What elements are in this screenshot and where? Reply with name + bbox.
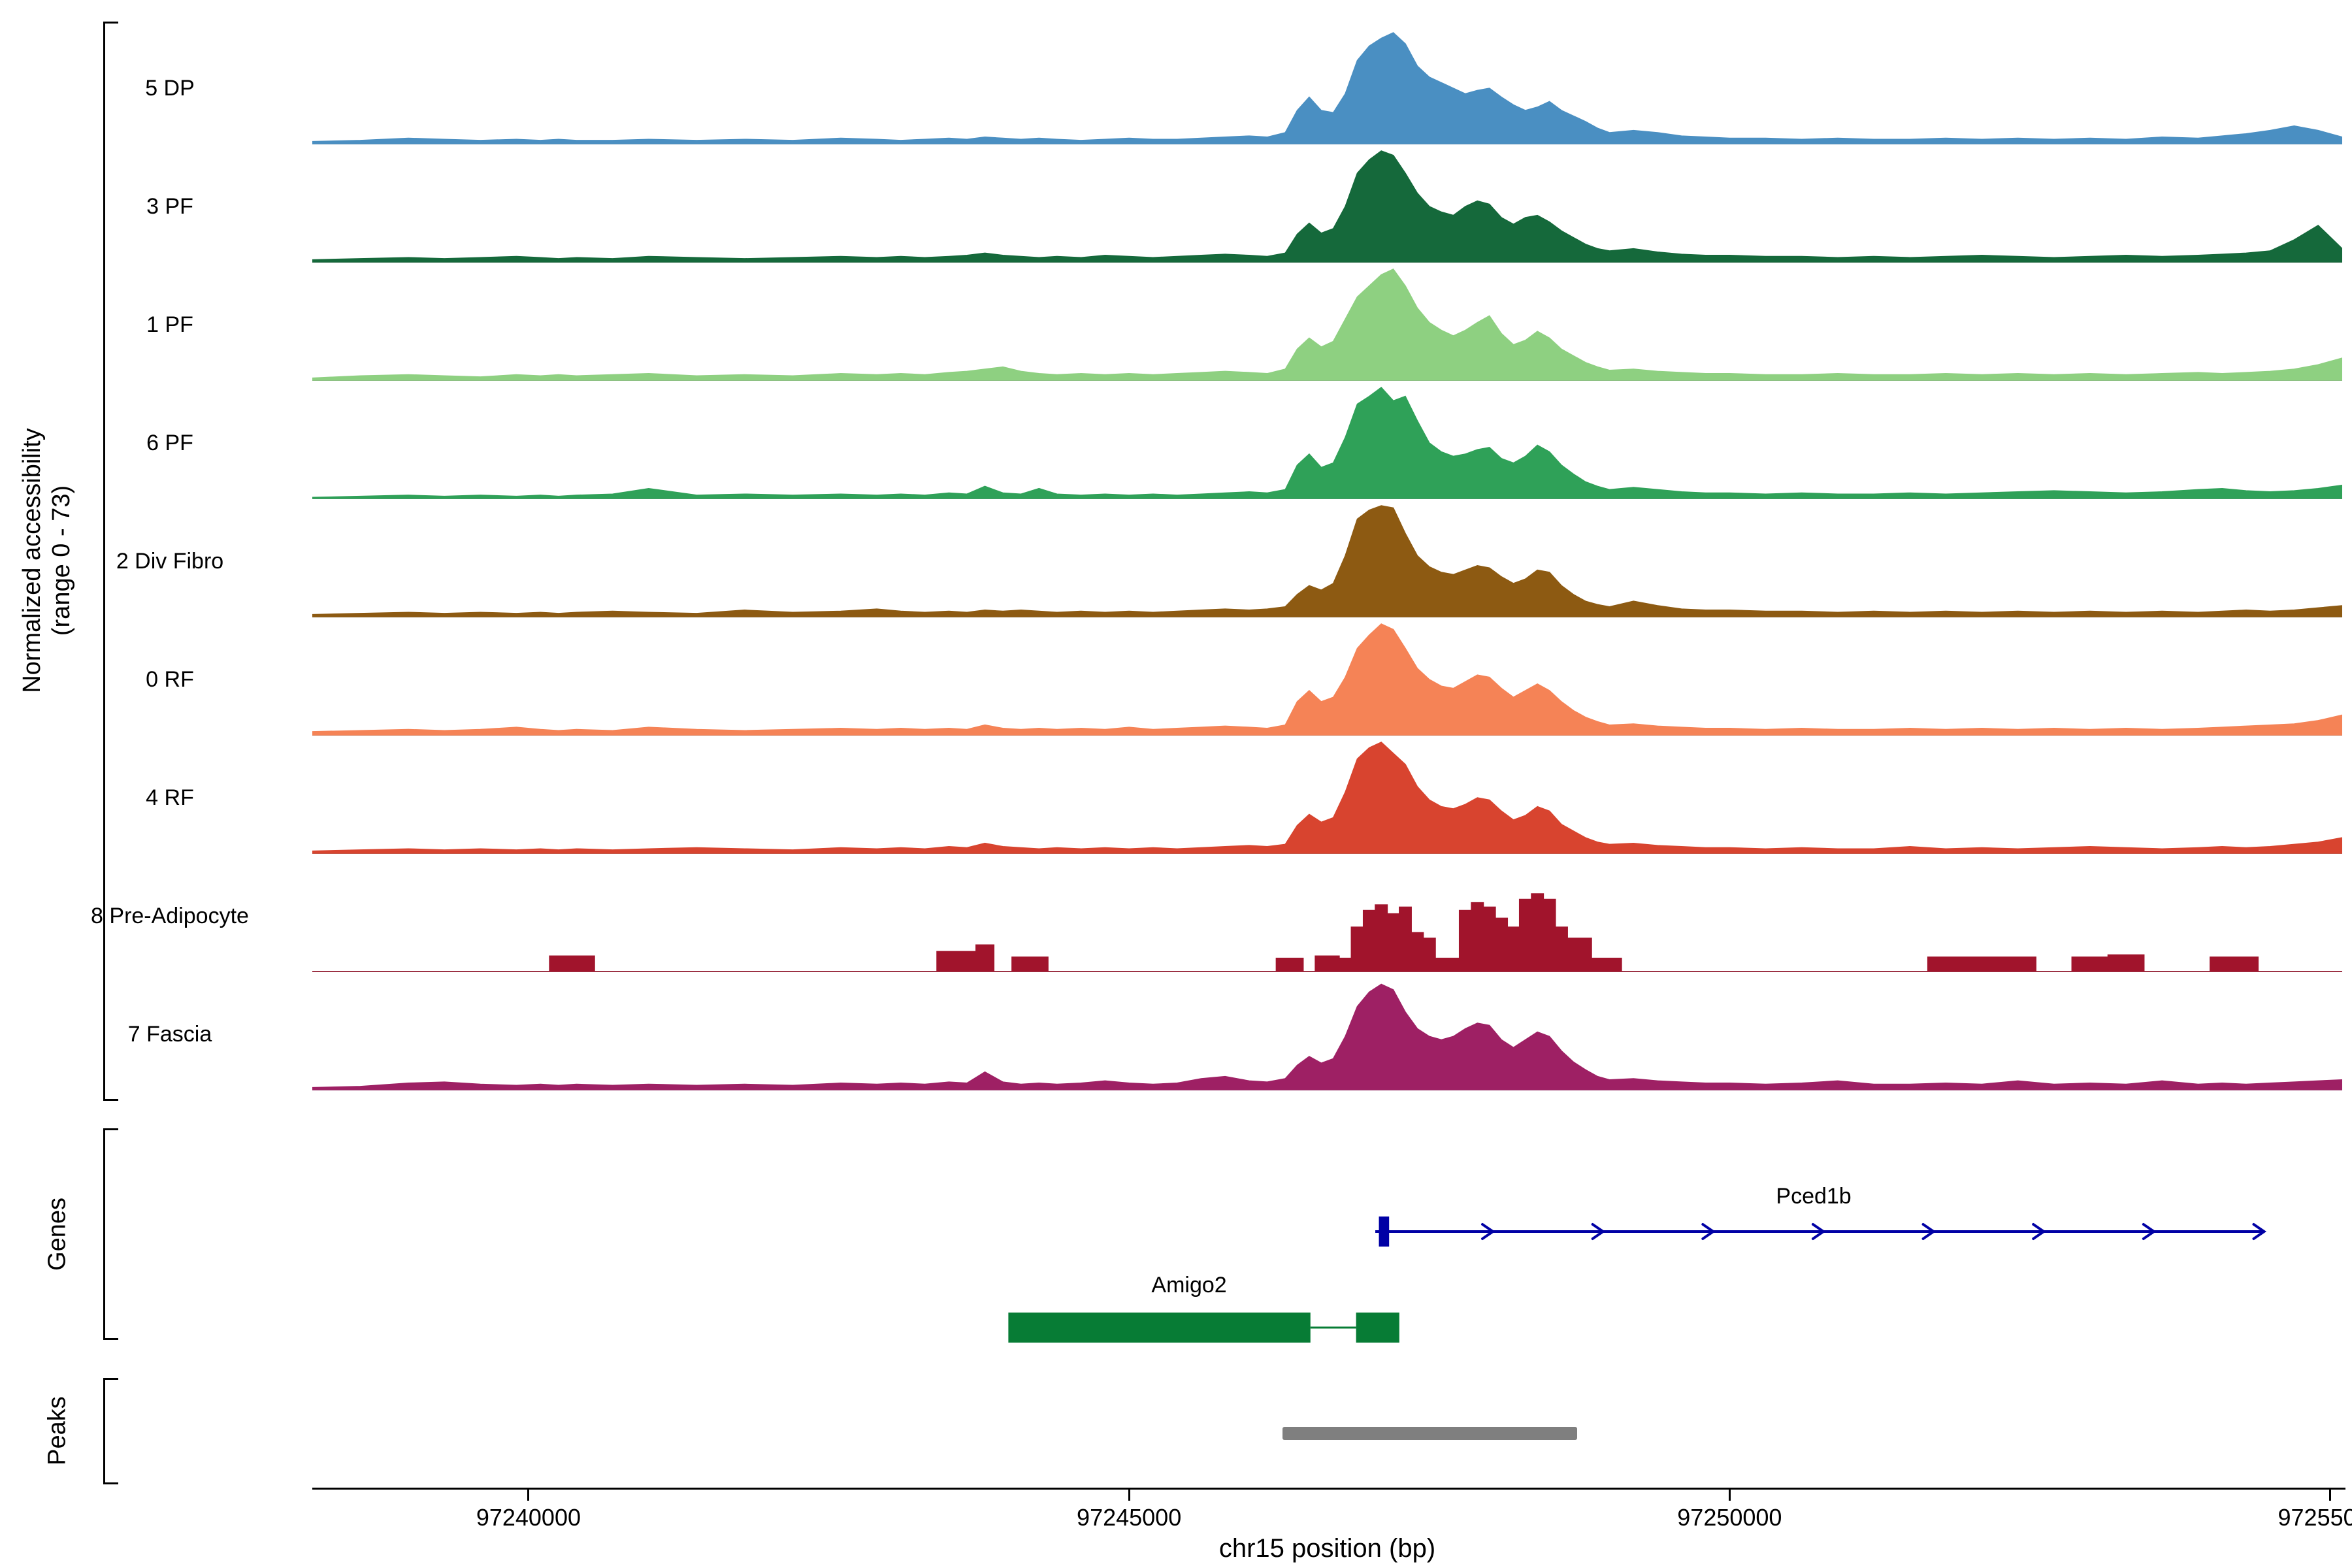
track-label: 4 RF xyxy=(146,785,194,810)
gene-label: Amigo2 xyxy=(1151,1273,1226,1298)
x-axis-tick-label: 97250000 xyxy=(1677,1504,1782,1531)
coverage-area xyxy=(312,893,2342,972)
track-signal xyxy=(312,32,2342,144)
x-axis-tick-label: 97245000 xyxy=(1077,1504,1182,1531)
genes-section-label: Genes xyxy=(43,1198,71,1271)
track-row: 3 PF xyxy=(0,144,2352,263)
coverage-area xyxy=(312,269,2342,381)
gene-models: Pced1b Amigo2 xyxy=(1008,1184,2267,1343)
strand-arrow-icon xyxy=(1811,1223,1826,1240)
genes-axis-bracket xyxy=(103,1128,118,1340)
peaks-section-label: Peaks xyxy=(43,1396,71,1465)
track-row: 5 DP xyxy=(0,26,2352,144)
track-row: 2 Div Fibro xyxy=(0,499,2352,617)
strand-arrow-icon xyxy=(1481,1223,1495,1240)
gene-label: Pced1b xyxy=(1776,1184,1851,1209)
track-label: 8 Pre-Adipocyte xyxy=(91,904,249,928)
x-axis-title: chr15 position (bp) xyxy=(1218,1534,1436,1563)
strand-arrow-icon xyxy=(2032,1223,2046,1240)
track-signal xyxy=(312,150,2342,263)
track-label: 7 Fascia xyxy=(127,1022,212,1047)
x-axis-tick xyxy=(1728,1488,1731,1501)
strand-arrow-icon xyxy=(1591,1223,1606,1240)
track-signal xyxy=(312,269,2342,381)
tracks-axis-bracket xyxy=(103,22,118,1101)
track-label: 5 DP xyxy=(145,76,195,101)
track-label: 1 PF xyxy=(146,312,193,337)
coverage-area xyxy=(312,150,2342,263)
track-signal xyxy=(312,983,2342,1090)
track-label: 3 PF xyxy=(146,194,193,219)
track-row: 4 RF xyxy=(0,736,2352,854)
strand-arrow-icon xyxy=(1921,1223,1936,1240)
coverage-area xyxy=(312,742,2342,854)
track-signal xyxy=(312,386,2342,499)
peaks-axis-bracket xyxy=(103,1378,118,1484)
coverage-area xyxy=(312,386,2342,499)
x-axis-tick xyxy=(2329,1488,2332,1501)
track-label: 2 Div Fibro xyxy=(116,549,224,574)
x-axis-tick-label: 97240000 xyxy=(476,1504,581,1531)
x-axis-tick xyxy=(1128,1488,1130,1501)
strand-arrow-icon xyxy=(2142,1223,2157,1240)
strand-arrow-icon xyxy=(2252,1223,2267,1240)
track-row: 6 PF xyxy=(0,381,2352,499)
track-row: 7 Fascia xyxy=(0,972,2352,1090)
coverage-area xyxy=(312,983,2342,1090)
track-row: 1 PF xyxy=(0,263,2352,381)
track-row: 0 RF xyxy=(0,617,2352,736)
track-row: 8 Pre-Adipocyte xyxy=(0,854,2352,972)
track-label: 6 PF xyxy=(146,431,193,455)
track-label: 0 RF xyxy=(146,667,194,692)
gene-exon xyxy=(1379,1217,1390,1247)
x-axis-tick xyxy=(527,1488,530,1501)
coverage-area xyxy=(312,32,2342,144)
track-signal xyxy=(312,623,2342,736)
x-axis-line xyxy=(312,1488,2345,1490)
track-signal xyxy=(312,505,2342,617)
gene-exon xyxy=(1008,1313,1311,1343)
coverage-area xyxy=(312,623,2342,736)
track-signal xyxy=(312,742,2342,854)
gene-exon xyxy=(1356,1313,1399,1343)
strand-arrow-icon xyxy=(1701,1223,1716,1240)
peak-bar xyxy=(1282,1427,1577,1440)
x-axis-tick-label: 97255000 xyxy=(2278,1504,2352,1531)
coverage-area xyxy=(312,505,2342,617)
track-signal xyxy=(312,893,2342,972)
